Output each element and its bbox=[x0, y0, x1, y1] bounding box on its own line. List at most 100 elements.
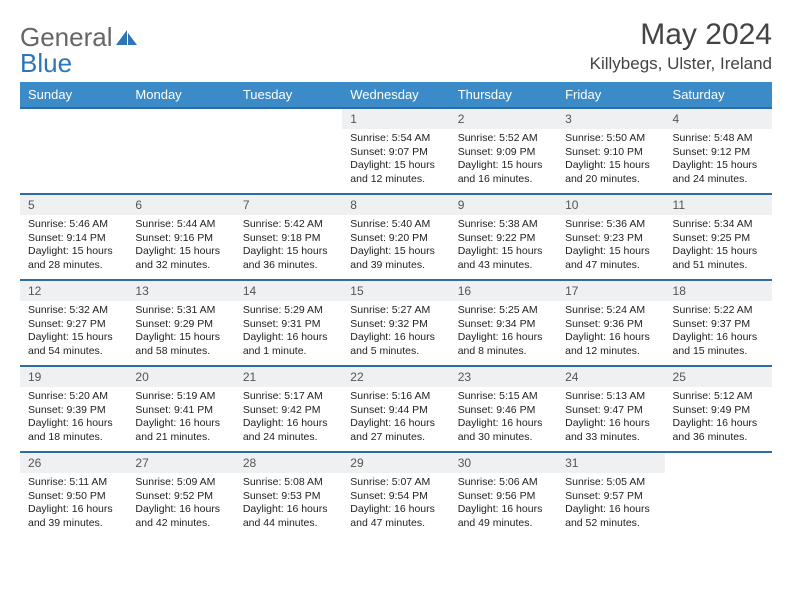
day-details: Sunrise: 5:50 AMSunset: 9:10 PMDaylight:… bbox=[557, 129, 664, 191]
month-title: May 2024 bbox=[590, 18, 772, 52]
day-number: 6 bbox=[127, 195, 234, 215]
calendar-cell: 5Sunrise: 5:46 AMSunset: 9:14 PMDaylight… bbox=[20, 194, 127, 280]
day-details: Sunrise: 5:44 AMSunset: 9:16 PMDaylight:… bbox=[127, 215, 234, 277]
day-number: 25 bbox=[665, 367, 772, 387]
calendar-cell: 23Sunrise: 5:15 AMSunset: 9:46 PMDayligh… bbox=[450, 366, 557, 452]
calendar-week-row: 19Sunrise: 5:20 AMSunset: 9:39 PMDayligh… bbox=[20, 366, 772, 452]
day-details: Sunrise: 5:05 AMSunset: 9:57 PMDaylight:… bbox=[557, 473, 664, 535]
calendar-cell: 27Sunrise: 5:09 AMSunset: 9:52 PMDayligh… bbox=[127, 452, 234, 538]
day-details: Sunrise: 5:12 AMSunset: 9:49 PMDaylight:… bbox=[665, 387, 772, 449]
day-number: 4 bbox=[665, 109, 772, 129]
day-details: Sunrise: 5:40 AMSunset: 9:20 PMDaylight:… bbox=[342, 215, 449, 277]
calendar-page: GeneralBlue May 2024 Killybegs, Ulster, … bbox=[0, 0, 792, 538]
day-details: Sunrise: 5:34 AMSunset: 9:25 PMDaylight:… bbox=[665, 215, 772, 277]
day-number: 31 bbox=[557, 453, 664, 473]
calendar-cell: 9Sunrise: 5:38 AMSunset: 9:22 PMDaylight… bbox=[450, 194, 557, 280]
weekday-header: Wednesday bbox=[342, 82, 449, 108]
day-details: Sunrise: 5:16 AMSunset: 9:44 PMDaylight:… bbox=[342, 387, 449, 449]
day-details: Sunrise: 5:06 AMSunset: 9:56 PMDaylight:… bbox=[450, 473, 557, 535]
calendar-cell: 12Sunrise: 5:32 AMSunset: 9:27 PMDayligh… bbox=[20, 280, 127, 366]
day-details: Sunrise: 5:29 AMSunset: 9:31 PMDaylight:… bbox=[235, 301, 342, 363]
day-number: 1 bbox=[342, 109, 449, 129]
day-number: 29 bbox=[342, 453, 449, 473]
calendar-cell: 18Sunrise: 5:22 AMSunset: 9:37 PMDayligh… bbox=[665, 280, 772, 366]
calendar-cell: 22Sunrise: 5:16 AMSunset: 9:44 PMDayligh… bbox=[342, 366, 449, 452]
day-details: Sunrise: 5:07 AMSunset: 9:54 PMDaylight:… bbox=[342, 473, 449, 535]
calendar-cell: 16Sunrise: 5:25 AMSunset: 9:34 PMDayligh… bbox=[450, 280, 557, 366]
weekday-header: Monday bbox=[127, 82, 234, 108]
day-number bbox=[235, 109, 342, 115]
day-details: Sunrise: 5:48 AMSunset: 9:12 PMDaylight:… bbox=[665, 129, 772, 191]
day-number: 19 bbox=[20, 367, 127, 387]
day-details: Sunrise: 5:20 AMSunset: 9:39 PMDaylight:… bbox=[20, 387, 127, 449]
day-details: Sunrise: 5:25 AMSunset: 9:34 PMDaylight:… bbox=[450, 301, 557, 363]
day-number: 18 bbox=[665, 281, 772, 301]
day-number bbox=[20, 109, 127, 115]
day-number bbox=[127, 109, 234, 115]
day-details: Sunrise: 5:17 AMSunset: 9:42 PMDaylight:… bbox=[235, 387, 342, 449]
calendar-cell: 3Sunrise: 5:50 AMSunset: 9:10 PMDaylight… bbox=[557, 108, 664, 194]
calendar-table: SundayMondayTuesdayWednesdayThursdayFrid… bbox=[20, 82, 772, 538]
day-details: Sunrise: 5:24 AMSunset: 9:36 PMDaylight:… bbox=[557, 301, 664, 363]
day-number bbox=[665, 453, 772, 459]
day-number: 10 bbox=[557, 195, 664, 215]
day-number: 27 bbox=[127, 453, 234, 473]
calendar-cell: 2Sunrise: 5:52 AMSunset: 9:09 PMDaylight… bbox=[450, 108, 557, 194]
day-details: Sunrise: 5:54 AMSunset: 9:07 PMDaylight:… bbox=[342, 129, 449, 191]
calendar-week-row: 5Sunrise: 5:46 AMSunset: 9:14 PMDaylight… bbox=[20, 194, 772, 280]
weekday-header: Saturday bbox=[665, 82, 772, 108]
day-number: 12 bbox=[20, 281, 127, 301]
day-details: Sunrise: 5:32 AMSunset: 9:27 PMDaylight:… bbox=[20, 301, 127, 363]
day-number: 13 bbox=[127, 281, 234, 301]
header: GeneralBlue May 2024 Killybegs, Ulster, … bbox=[20, 18, 772, 76]
calendar-cell: 25Sunrise: 5:12 AMSunset: 9:49 PMDayligh… bbox=[665, 366, 772, 452]
day-details: Sunrise: 5:27 AMSunset: 9:32 PMDaylight:… bbox=[342, 301, 449, 363]
calendar-cell: 4Sunrise: 5:48 AMSunset: 9:12 PMDaylight… bbox=[665, 108, 772, 194]
day-number: 30 bbox=[450, 453, 557, 473]
calendar-cell: 24Sunrise: 5:13 AMSunset: 9:47 PMDayligh… bbox=[557, 366, 664, 452]
day-details: Sunrise: 5:38 AMSunset: 9:22 PMDaylight:… bbox=[450, 215, 557, 277]
day-details: Sunrise: 5:15 AMSunset: 9:46 PMDaylight:… bbox=[450, 387, 557, 449]
title-block: May 2024 Killybegs, Ulster, Ireland bbox=[590, 18, 772, 74]
brand-part2: Blue bbox=[20, 48, 72, 78]
calendar-cell: 20Sunrise: 5:19 AMSunset: 9:41 PMDayligh… bbox=[127, 366, 234, 452]
day-number: 26 bbox=[20, 453, 127, 473]
day-details: Sunrise: 5:08 AMSunset: 9:53 PMDaylight:… bbox=[235, 473, 342, 535]
weekday-header: Tuesday bbox=[235, 82, 342, 108]
day-number: 28 bbox=[235, 453, 342, 473]
calendar-week-row: 12Sunrise: 5:32 AMSunset: 9:27 PMDayligh… bbox=[20, 280, 772, 366]
calendar-cell: 28Sunrise: 5:08 AMSunset: 9:53 PMDayligh… bbox=[235, 452, 342, 538]
calendar-cell bbox=[127, 108, 234, 194]
day-details: Sunrise: 5:36 AMSunset: 9:23 PMDaylight:… bbox=[557, 215, 664, 277]
day-number: 9 bbox=[450, 195, 557, 215]
day-number: 23 bbox=[450, 367, 557, 387]
weekday-header: Sunday bbox=[20, 82, 127, 108]
calendar-cell: 19Sunrise: 5:20 AMSunset: 9:39 PMDayligh… bbox=[20, 366, 127, 452]
day-number: 7 bbox=[235, 195, 342, 215]
calendar-cell: 8Sunrise: 5:40 AMSunset: 9:20 PMDaylight… bbox=[342, 194, 449, 280]
weekday-header: Friday bbox=[557, 82, 664, 108]
day-number: 16 bbox=[450, 281, 557, 301]
calendar-cell bbox=[665, 452, 772, 538]
calendar-cell: 14Sunrise: 5:29 AMSunset: 9:31 PMDayligh… bbox=[235, 280, 342, 366]
day-number: 5 bbox=[20, 195, 127, 215]
day-details: Sunrise: 5:11 AMSunset: 9:50 PMDaylight:… bbox=[20, 473, 127, 535]
weekday-header: Thursday bbox=[450, 82, 557, 108]
day-details: Sunrise: 5:31 AMSunset: 9:29 PMDaylight:… bbox=[127, 301, 234, 363]
calendar-cell: 26Sunrise: 5:11 AMSunset: 9:50 PMDayligh… bbox=[20, 452, 127, 538]
day-details: Sunrise: 5:22 AMSunset: 9:37 PMDaylight:… bbox=[665, 301, 772, 363]
day-details: Sunrise: 5:09 AMSunset: 9:52 PMDaylight:… bbox=[127, 473, 234, 535]
calendar-cell: 15Sunrise: 5:27 AMSunset: 9:32 PMDayligh… bbox=[342, 280, 449, 366]
day-number: 3 bbox=[557, 109, 664, 129]
calendar-cell bbox=[235, 108, 342, 194]
calendar-cell: 6Sunrise: 5:44 AMSunset: 9:16 PMDaylight… bbox=[127, 194, 234, 280]
calendar-cell: 10Sunrise: 5:36 AMSunset: 9:23 PMDayligh… bbox=[557, 194, 664, 280]
day-number: 8 bbox=[342, 195, 449, 215]
day-details: Sunrise: 5:52 AMSunset: 9:09 PMDaylight:… bbox=[450, 129, 557, 191]
day-number: 14 bbox=[235, 281, 342, 301]
day-number: 21 bbox=[235, 367, 342, 387]
calendar-cell: 31Sunrise: 5:05 AMSunset: 9:57 PMDayligh… bbox=[557, 452, 664, 538]
day-number: 17 bbox=[557, 281, 664, 301]
calendar-cell: 29Sunrise: 5:07 AMSunset: 9:54 PMDayligh… bbox=[342, 452, 449, 538]
location: Killybegs, Ulster, Ireland bbox=[590, 54, 772, 74]
